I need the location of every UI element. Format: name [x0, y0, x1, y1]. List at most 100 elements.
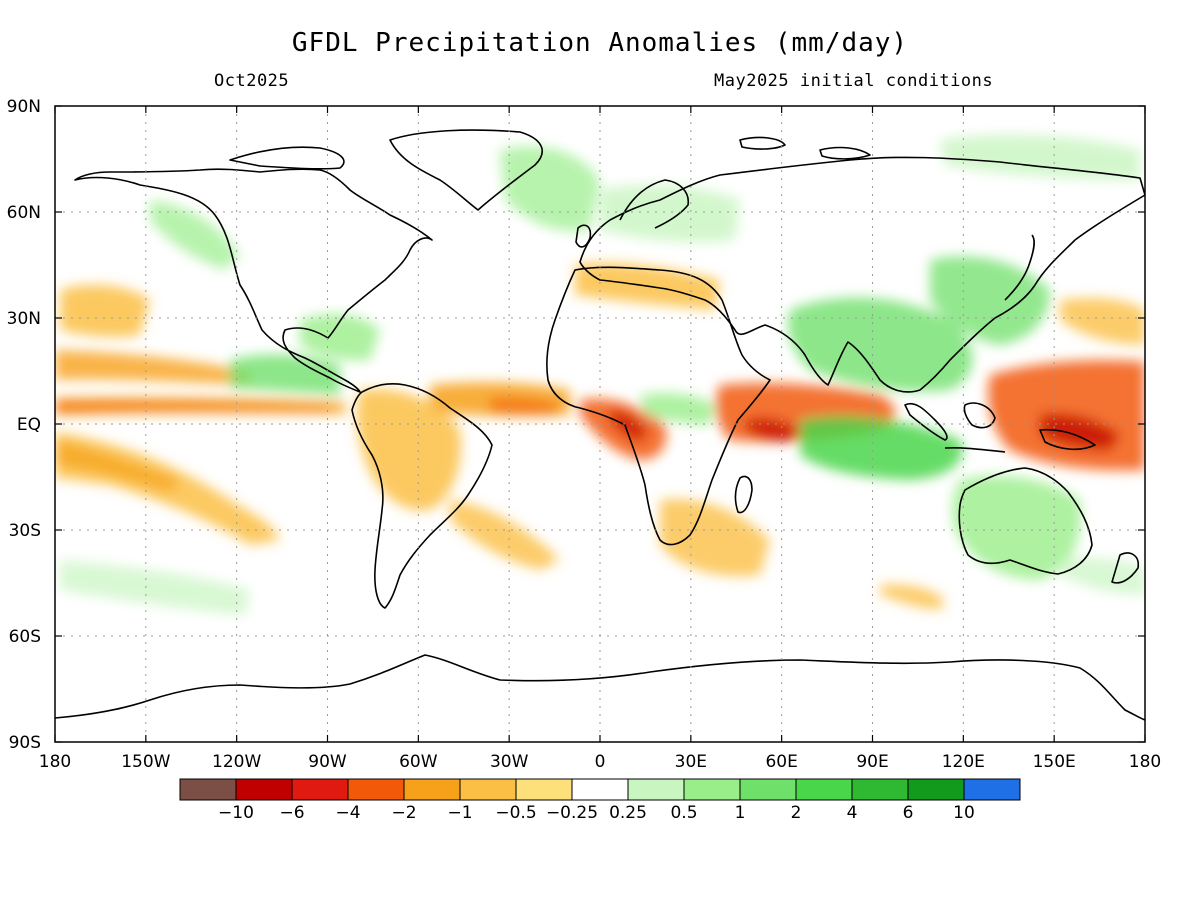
lon-tick-label: 60W [399, 752, 438, 772]
east-pacific-wet [230, 354, 340, 395]
latitude-axis: 90N 60N 30N EQ 30S 60S 90S [7, 97, 1145, 753]
east-indian-ocean-wet [800, 416, 963, 480]
new-guinea-outline [1039, 428, 1096, 451]
valid-time-label: Oct2025 [214, 71, 290, 91]
lon-tick-label: 0 [595, 752, 606, 772]
colorbar-swatch [515, 778, 573, 801]
itcz-pacific-dry-core [55, 401, 330, 412]
west-indian-ocean-dry-core [745, 418, 800, 442]
west-pacific-dry-core [1040, 413, 1120, 450]
australia-wet [952, 475, 1081, 580]
lat-tick-label: 30N [7, 309, 41, 329]
south-asia-wet [788, 297, 973, 392]
lon-tick-label: 30E [675, 752, 707, 772]
lon-tick-label: 90E [856, 752, 888, 772]
lon-tick-label: 120E [942, 752, 985, 772]
africa-outline [546, 266, 771, 546]
map-title: GFDL Precipitation Anomalies (mm/day) [291, 28, 909, 58]
lat-tick-label: 90N [7, 97, 41, 117]
lon-tick-label: 150E [1033, 752, 1076, 772]
colorbar-label: 0.5 [670, 803, 697, 823]
colorbar-swatch [571, 778, 629, 801]
canadian-archipelago-outline [229, 146, 345, 170]
colorbar-label: −1 [447, 803, 472, 823]
lon-tick-label: 120W [212, 752, 261, 772]
svalbard-outline [739, 136, 786, 150]
antarctica-outline [55, 654, 1145, 721]
east-asia-wet [930, 256, 1050, 345]
borneo-outline [963, 402, 996, 429]
gulf-wet [300, 314, 380, 361]
south-america-outline [351, 383, 493, 609]
south-atlantic-dry [450, 500, 560, 570]
lat-tick-label: EQ [17, 415, 41, 435]
colorbar-label: 1 [735, 803, 746, 823]
colorbar-label: 10 [953, 803, 975, 823]
colorbar-label: 2 [791, 803, 802, 823]
madagascar-outline [734, 475, 753, 514]
lat-tick-label: 60S [9, 627, 41, 647]
colorbar-label: −0.5 [495, 803, 536, 823]
lat-tick-label: 30S [9, 521, 41, 541]
colorbar-label: −0.25 [546, 803, 598, 823]
init-conditions-label: May2025 initial conditions [714, 71, 994, 91]
uk-outline [575, 224, 592, 248]
sumatra-outline [904, 402, 948, 441]
southern-africa-dry [660, 499, 770, 577]
colorbar-swatch [179, 778, 237, 801]
tasman-wet [1060, 558, 1145, 595]
colorbar-swatch [291, 778, 349, 801]
lat-tick-label: 60N [7, 203, 41, 223]
colorbar-label: 4 [847, 803, 858, 823]
colorbar-swatch [907, 778, 965, 801]
north-atlantic-wet [500, 146, 600, 232]
new-zealand-outline [1111, 552, 1140, 584]
colorbar-swatch [459, 778, 517, 801]
colorbar-label: −6 [279, 803, 304, 823]
central-africa-wet [640, 393, 715, 425]
colorbar-swatch [403, 778, 461, 801]
alaska-wet [150, 200, 240, 270]
colorbar-swatch [235, 778, 293, 801]
se-pacific-dry-core [55, 440, 180, 492]
japan-outline [1004, 234, 1035, 301]
colorbar-label: −4 [335, 803, 360, 823]
tropical-atlantic-dry-core [490, 397, 560, 415]
congo-dry-core [610, 410, 648, 442]
java-outline [944, 447, 1006, 453]
southern-indian-dry [880, 584, 945, 610]
colorbar-swatch [851, 778, 909, 801]
novaya-zemlya-outline [819, 146, 871, 160]
anomaly-field [55, 134, 1145, 615]
greenland-outline [389, 129, 543, 211]
southern-ocean-wet [60, 560, 250, 615]
south-america-dry [356, 389, 461, 511]
arctic-wet [940, 134, 1140, 180]
eurasia-outline [579, 156, 1145, 393]
longitude-axis: 180 150W 120W 90W 60W 30W 0 30E 60E 90E 120E 150E 18… [39, 106, 1161, 772]
colorbar-label: 6 [903, 803, 914, 823]
colorbar-swatch [963, 778, 1021, 801]
colorbar-swatch [683, 778, 741, 801]
scandinavia-outline [619, 179, 690, 229]
colorbar-swatch [739, 778, 797, 801]
europe-wet [600, 184, 740, 242]
lon-tick-label: 150W [121, 752, 170, 772]
colorbar-swatch [347, 778, 405, 801]
ne-pacific-dry [60, 284, 150, 338]
colorbar-label: −2 [391, 803, 416, 823]
colorbar-swatch [795, 778, 853, 801]
colorbar-label: −10 [218, 803, 254, 823]
colorbar-label: 0.25 [609, 803, 647, 823]
australia-outline [958, 467, 1093, 575]
coastlines [55, 129, 1145, 721]
colorbar: −10 −6 −4 −2 −1 −0.5 −0.25 0.25 0.5 1 2 4 6 10 [179, 778, 1021, 823]
lon-tick-label: 30W [490, 752, 529, 772]
colorbar-swatch [627, 778, 685, 801]
lon-tick-label: 180 [1129, 752, 1161, 772]
graticule [55, 106, 1145, 742]
lon-tick-label: 90W [308, 752, 347, 772]
north-america-outline [74, 168, 433, 393]
lon-tick-label: 60E [765, 752, 797, 772]
